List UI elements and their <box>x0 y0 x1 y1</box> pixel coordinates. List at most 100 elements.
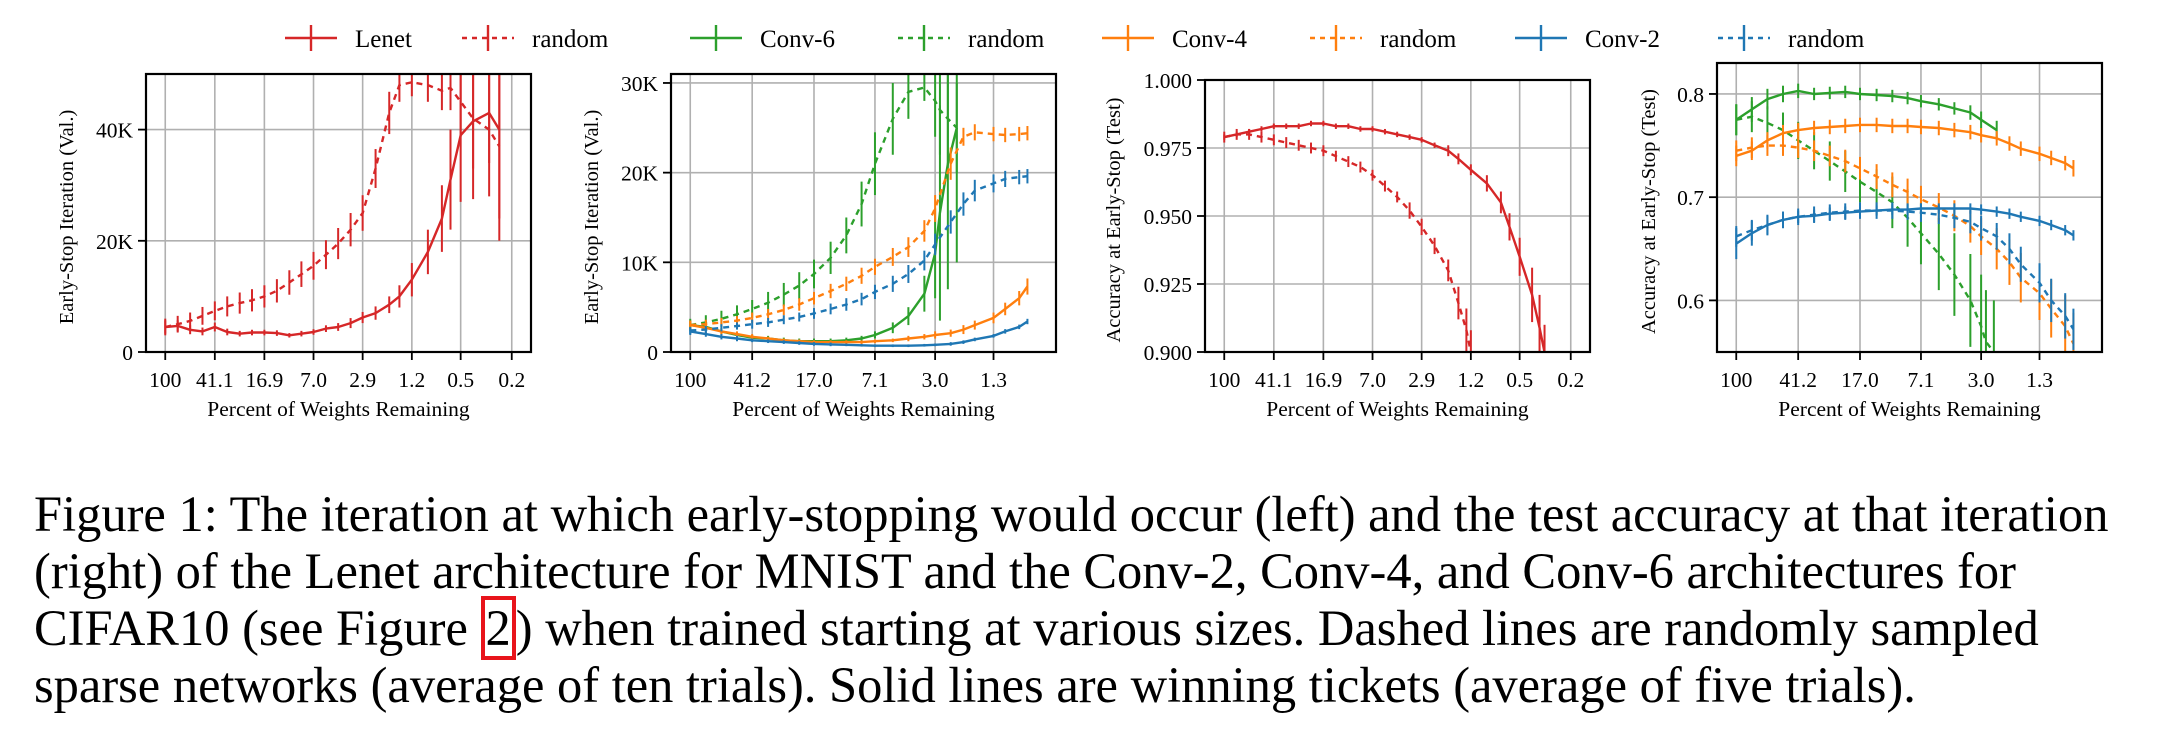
chart-panel-4: 100 41.2 17.0 7.1 3.0 1.3 0.6 0.7 0.8 Percent of … <box>1638 61 2104 421</box>
x-tick-label: 7.0 <box>300 368 327 392</box>
series-2 <box>1223 128 1472 352</box>
x-tick-label: 0.2 <box>498 368 525 392</box>
y-axis-label: Accuracy at Early-Stop (Test) <box>1638 89 1660 334</box>
x-tick-label: 1.3 <box>2026 368 2053 392</box>
x-tick-label: 0.5 <box>1506 368 1533 392</box>
caption-line-3-end: ) when trained starting at various sizes… <box>515 600 2039 656</box>
series-4 <box>1735 135 2075 352</box>
x-tick-label: 41.2 <box>1779 368 1817 392</box>
legend-item-8: random <box>1718 25 1865 53</box>
y-tick-label: 0.7 <box>1677 186 1704 210</box>
x-tick-label: 100 <box>1720 368 1752 392</box>
legend-label: Conv-2 <box>1585 26 1660 53</box>
x-tick-label: 2.9 <box>349 368 376 392</box>
x-tick-label: 41.2 <box>733 368 771 392</box>
series-line <box>1735 207 2075 245</box>
caption-line-3: CIFAR10 (see Figure 2) when trained star… <box>34 596 2144 660</box>
series-3 <box>1735 117 2075 177</box>
series-6 <box>1735 202 2075 350</box>
y-axis-label: Early-Stop Iteration (Val.) <box>581 110 603 325</box>
y-axis-label: Accuracy at Early-Stop (Test) <box>1103 97 1125 342</box>
series-group <box>1735 83 2075 352</box>
legend-item-7: Conv-2 <box>1515 25 1660 53</box>
series-line <box>690 175 1028 332</box>
series-5 <box>689 318 1029 348</box>
series-line <box>1224 122 1546 352</box>
series-1 <box>1223 120 1546 352</box>
series-group <box>689 74 1029 348</box>
chart-panel-1: 100 41.1 16.9 7.0 2.9 1.2 0.5 0.2 0 20K 40K Percent… <box>56 72 533 421</box>
series-line <box>690 86 958 327</box>
series-line <box>1735 89 1998 132</box>
legend: Lenet random Conv-6 random Conv-4 random Conv-… <box>285 25 1865 53</box>
x-tick-label: 100 <box>149 368 181 392</box>
y-tick-label: 0.900 <box>1144 341 1192 365</box>
y-tick-label: 0 <box>647 341 658 365</box>
series-line <box>690 285 1029 344</box>
series-line <box>1735 123 2075 170</box>
series-line <box>690 131 1028 327</box>
y-tick-label: 0.950 <box>1144 205 1192 229</box>
y-tick-label: 0.6 <box>1677 289 1704 313</box>
series-4 <box>689 124 1029 330</box>
x-tick-label: 0.2 <box>1557 368 1584 392</box>
series-line <box>1735 209 2075 330</box>
axes-frame <box>1715 61 2104 354</box>
legend-item-6: random <box>1310 25 1457 53</box>
figure-caption: Figure 1: The iteration at which early-s… <box>34 486 2144 714</box>
caption-line-2: (right) of the Lenet architecture for MN… <box>34 543 2016 599</box>
legend-item-3: Conv-6 <box>690 25 835 53</box>
x-tick-label: 7.1 <box>862 368 889 392</box>
x-tick-label: 100 <box>1208 368 1240 392</box>
y-tick-label: 10K <box>621 251 659 275</box>
y-tick-label: 0.8 <box>1677 83 1704 107</box>
legend-item-1: Lenet <box>285 25 412 53</box>
series-2 <box>1735 101 1995 352</box>
y-tick-label: 0 <box>122 341 133 365</box>
y-tick-label: 30K <box>621 72 659 96</box>
x-tick-label: 3.0 <box>1968 368 1995 392</box>
y-tick-label: 0.925 <box>1144 273 1192 297</box>
x-tick-label: 3.0 <box>922 368 949 392</box>
legend-label: random <box>968 26 1045 53</box>
series-2 <box>689 74 958 332</box>
x-axis-label: Percent of Weights Remaining <box>732 397 995 421</box>
grid <box>1717 63 2102 352</box>
series-line <box>165 81 501 329</box>
figure-panels: Lenet random Conv-6 random Conv-4 random Conv-… <box>56 25 2104 421</box>
series-5 <box>1735 203 2075 260</box>
y-tick-label: 0.975 <box>1144 137 1192 161</box>
axes-frame <box>144 72 533 354</box>
legend-item-2: random <box>462 25 609 53</box>
x-axis-label: Percent of Weights Remaining <box>1266 397 1529 421</box>
legend-item-4: random <box>898 25 1045 53</box>
y-tick-label: 40K <box>96 119 134 143</box>
x-tick-label: 16.9 <box>246 368 284 392</box>
x-tick-label: 17.0 <box>1841 368 1879 392</box>
series-line <box>690 320 1029 347</box>
x-tick-label: 17.0 <box>795 368 833 392</box>
figure-reference-link[interactable]: 2 <box>480 596 516 660</box>
y-tick-label: 20K <box>621 162 659 186</box>
chart-panel-3: 100 41.1 16.9 7.0 2.9 1.2 0.5 0.2 0.900 0.925 0.95… <box>1103 69 1592 421</box>
series-3 <box>689 278 1029 344</box>
series-6 <box>689 169 1029 335</box>
legend-label: random <box>1788 26 1865 53</box>
series-line <box>1736 144 2075 345</box>
x-axis-label: Percent of Weights Remaining <box>1778 397 2041 421</box>
legend-label: Conv-4 <box>1172 26 1248 53</box>
series-line <box>690 127 958 343</box>
x-tick-label: 1.3 <box>980 368 1007 392</box>
chart-panel-2: 100 41.2 17.0 7.1 3.0 1.3 0 10K 20K 30K Percent of… <box>581 72 1058 421</box>
series-1 <box>1735 83 1998 140</box>
x-tick-label: 0.5 <box>447 368 474 392</box>
caption-line-3-start: CIFAR10 (see Figure <box>34 600 481 656</box>
y-axis-label: Early-Stop Iteration (Val.) <box>56 110 78 325</box>
series-line <box>165 111 501 337</box>
axes-frame <box>669 72 1058 354</box>
grid <box>671 74 1056 353</box>
legend-item-5: Conv-4 <box>1102 25 1248 53</box>
x-tick-label: 100 <box>674 368 706 392</box>
series-group <box>1223 120 1546 352</box>
x-tick-label: 1.2 <box>1457 368 1484 392</box>
